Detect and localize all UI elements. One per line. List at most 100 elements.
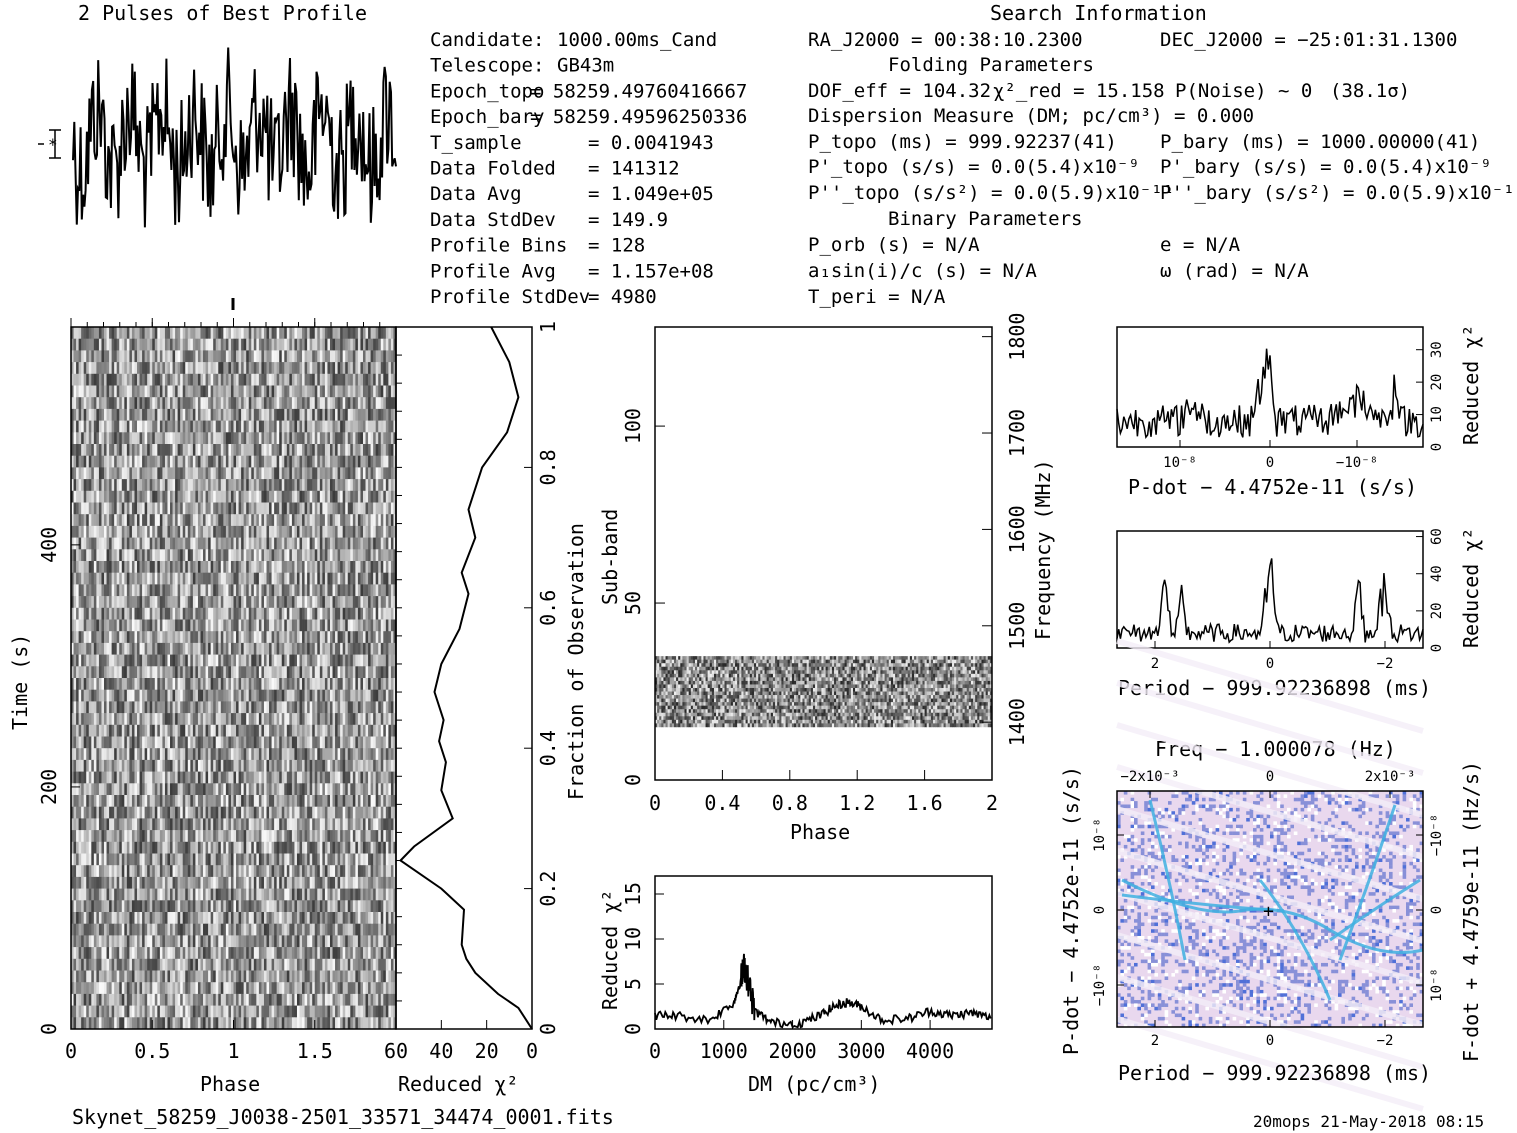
heatmap-cell (390, 350, 394, 363)
heatmap-cell (104, 759, 107, 772)
heatmap-cell (296, 338, 300, 351)
heatmap-cell (347, 479, 351, 492)
heatmap-cell (362, 678, 366, 690)
heatmap-cell (218, 525, 222, 538)
heatmap-cell (307, 689, 310, 702)
heatmap-cell (195, 759, 199, 772)
heatmap-cell (253, 689, 257, 702)
heatmap-cell (106, 467, 110, 480)
heatmap-cell (187, 561, 191, 573)
heatmap-cell (104, 490, 107, 503)
heatmap-cell (104, 678, 107, 690)
heatmap-cell (256, 584, 260, 597)
heatmap-cell (393, 327, 397, 339)
heatmap-cell (182, 549, 186, 562)
heatmap-cell (253, 350, 257, 363)
heatmap-cell (335, 689, 338, 702)
heatmap-cell (360, 432, 364, 445)
heatmap-cell (88, 502, 92, 515)
heatmap-cell (213, 748, 217, 761)
heatmap-cell (175, 432, 178, 445)
heatmap-cell (170, 584, 173, 597)
heatmap-cell (236, 338, 239, 351)
heatmap-cell (213, 373, 217, 386)
heatmap-cell (142, 748, 145, 761)
heatmap-cell (312, 432, 316, 445)
heatmap-cell (383, 549, 387, 562)
heatmap-cell (159, 362, 163, 375)
heatmap-cell (322, 689, 326, 702)
heatmap-cell (383, 502, 387, 515)
heatmap-cell (352, 420, 356, 433)
heatmap-cell (378, 467, 382, 480)
heatmap-cell (286, 759, 290, 772)
heatmap-cell (312, 724, 316, 737)
heatmap-cell (340, 689, 343, 702)
heatmap-cell (205, 584, 209, 597)
heatmap-cell (385, 514, 389, 527)
heatmap-cell (73, 561, 77, 573)
heatmap-cell (241, 455, 244, 468)
heatmap-cell (251, 327, 255, 339)
heatmap-cell (251, 584, 255, 597)
heatmap-cell (170, 596, 173, 609)
heatmap-cell (215, 678, 219, 690)
heatmap-cell (164, 631, 168, 644)
heatmap-cell (299, 584, 303, 597)
heatmap-cell (73, 771, 77, 784)
heatmap-cell (170, 327, 173, 339)
heatmap-cell (152, 642, 156, 655)
heatmap-cell (279, 514, 283, 527)
heatmap-cell (299, 420, 303, 433)
heatmap-cell (109, 596, 112, 609)
heatmap-cell (373, 432, 376, 445)
heatmap-cell (332, 666, 336, 679)
heatmap-cell (208, 561, 211, 573)
heatmap-cell (390, 759, 394, 772)
heatmap-cell (373, 490, 376, 503)
heatmap-cell (362, 537, 366, 550)
heatmap-cell (213, 514, 217, 527)
heatmap-cell (342, 397, 346, 410)
heatmap-cell (375, 736, 379, 749)
heatmap-cell (71, 666, 74, 679)
heatmap-cell (147, 572, 151, 585)
heatmap-cell (281, 455, 285, 468)
heatmap-cell (271, 420, 275, 433)
heatmap-cell (309, 502, 313, 515)
heatmap-cell (187, 455, 191, 468)
heatmap-cell (86, 724, 90, 737)
heatmap-cell (340, 432, 343, 445)
heatmap-cell (218, 666, 222, 679)
heatmap-cell (360, 444, 364, 456)
heatmap-cell (190, 689, 194, 702)
heatmap-cell (223, 736, 227, 749)
heatmap-cell (129, 327, 133, 339)
heatmap-cell (337, 350, 341, 363)
heatmap-cell (238, 420, 242, 433)
heatmap-cell (137, 467, 140, 480)
heatmap-cell (253, 444, 257, 456)
heatmap-cell (317, 549, 321, 562)
heatmap-cell (218, 736, 222, 749)
heatmap-cell (185, 736, 189, 749)
heatmap-cell (302, 572, 305, 585)
heatmap-cell (93, 350, 97, 363)
heatmap-cell (385, 537, 389, 550)
heatmap-cell (378, 514, 382, 527)
heatmap-cell (164, 584, 168, 597)
heatmap-cell (137, 385, 140, 398)
heatmap-cell (284, 397, 288, 410)
heatmap-cell (340, 397, 343, 410)
heatmap-cell (365, 748, 369, 761)
heatmap-cell (180, 561, 184, 573)
heatmap-cell (164, 467, 168, 480)
heatmap-cell (149, 736, 153, 749)
heatmap-cell (238, 759, 242, 772)
heatmap-cell (149, 689, 153, 702)
heatmap-cell (106, 444, 110, 456)
heatmap-cell (195, 619, 199, 632)
heatmap-cell (284, 561, 288, 573)
heatmap-cell (96, 432, 100, 445)
heatmap-cell (101, 642, 105, 655)
